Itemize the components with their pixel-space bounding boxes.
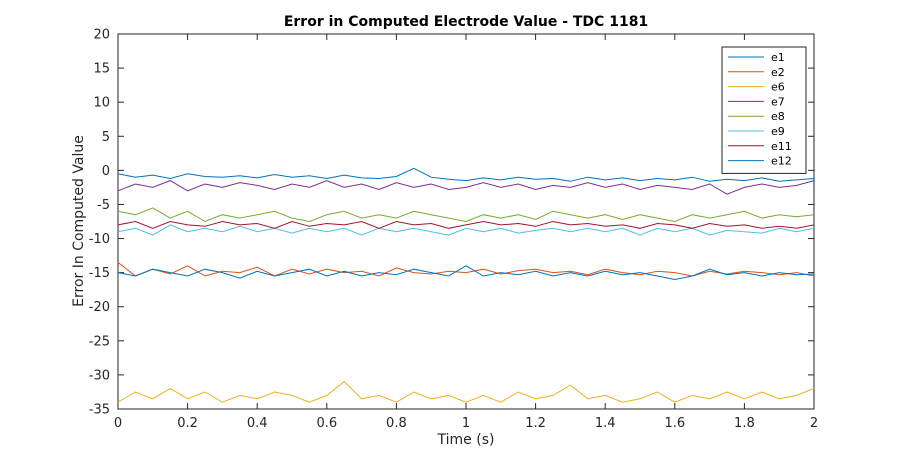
- x-tick-label: 1.2: [525, 416, 546, 431]
- x-tick-label: 0: [114, 416, 122, 431]
- y-tick-label: 5: [102, 130, 110, 145]
- x-tick-label: 0.6: [316, 416, 337, 431]
- y-tick-label: 15: [93, 62, 110, 77]
- x-tick-label: 1.6: [664, 416, 685, 431]
- x-tick-label: 0.2: [177, 416, 198, 431]
- legend-label-e9: e9: [771, 125, 785, 138]
- legend-label-e12: e12: [771, 155, 792, 168]
- x-tick-label: 1.4: [595, 416, 616, 431]
- y-tick-label: 20: [93, 28, 110, 43]
- legend-label-e11: e11: [771, 140, 792, 153]
- x-tick-label: 2: [810, 416, 818, 431]
- legend-label-e7: e7: [771, 95, 785, 108]
- chart-title: Error in Computed Electrode Value - TDC …: [284, 14, 648, 30]
- y-axis-label: Error In Computed Value: [71, 135, 87, 307]
- x-tick-label: 1.8: [734, 416, 755, 431]
- x-axis-label: Time (s): [437, 432, 495, 448]
- y-tick-label: -25: [89, 334, 110, 349]
- legend-box: [722, 47, 806, 173]
- y-tick-label: -30: [89, 368, 110, 383]
- legend-label-e1: e1: [771, 51, 785, 64]
- legend-label-e6: e6: [771, 81, 785, 94]
- x-tick-label: 0.8: [386, 416, 407, 431]
- legend-label-e8: e8: [771, 110, 785, 123]
- y-tick-label: -5: [97, 198, 110, 213]
- y-tick-label: -10: [89, 232, 110, 247]
- y-tick-label: -35: [89, 403, 110, 418]
- x-tick-label: 1: [462, 416, 470, 431]
- legend-label-e2: e2: [771, 66, 785, 79]
- y-tick-label: -15: [89, 266, 110, 281]
- y-tick-label: -20: [89, 300, 110, 315]
- y-tick-label: 10: [93, 96, 110, 111]
- x-tick-label: 0.4: [247, 416, 268, 431]
- y-tick-label: 0: [102, 164, 110, 179]
